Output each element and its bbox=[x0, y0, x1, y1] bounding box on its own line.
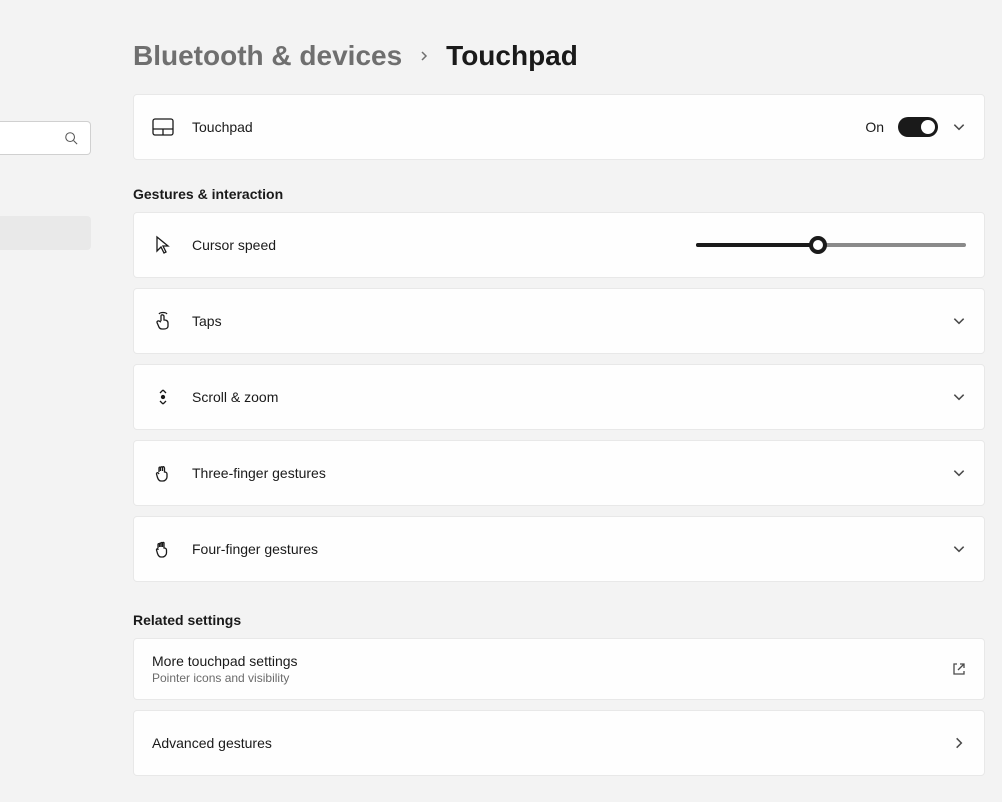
more-settings-title: More touchpad settings bbox=[152, 653, 952, 669]
taps-label: Taps bbox=[192, 313, 952, 329]
breadcrumb-parent[interactable]: Bluetooth & devices bbox=[133, 40, 402, 72]
page-title: Touchpad bbox=[446, 40, 578, 72]
chevron-right-icon bbox=[952, 736, 966, 750]
open-external-icon bbox=[952, 662, 966, 676]
scroll-zoom-label: Scroll & zoom bbox=[192, 389, 952, 405]
touchpad-icon bbox=[152, 116, 174, 138]
toggle-state-text: On bbox=[865, 119, 884, 135]
four-finger-row[interactable]: Four-finger gestures bbox=[133, 516, 985, 582]
touchpad-toggle-row[interactable]: Touchpad On bbox=[133, 94, 985, 160]
section-related-title: Related settings bbox=[133, 612, 985, 628]
three-finger-row[interactable]: Three-finger gestures bbox=[133, 440, 985, 506]
four-finger-icon bbox=[152, 538, 174, 560]
breadcrumb: Bluetooth & devices Touchpad bbox=[133, 40, 985, 72]
more-settings-subtitle: Pointer icons and visibility bbox=[152, 671, 952, 685]
main-content: Bluetooth & devices Touchpad Touchpad On… bbox=[133, 40, 985, 780]
chevron-right-icon bbox=[418, 50, 430, 62]
advanced-gestures-label: Advanced gestures bbox=[152, 735, 952, 751]
chevron-down-icon bbox=[952, 390, 966, 404]
cursor-speed-row: Cursor speed bbox=[133, 212, 985, 278]
scroll-icon bbox=[152, 386, 174, 408]
cursor-icon bbox=[152, 234, 174, 256]
tap-icon bbox=[152, 310, 174, 332]
touchpad-label: Touchpad bbox=[192, 119, 865, 135]
chevron-down-icon[interactable] bbox=[952, 120, 966, 134]
taps-row[interactable]: Taps bbox=[133, 288, 985, 354]
chevron-down-icon bbox=[952, 542, 966, 556]
search-input[interactable] bbox=[0, 121, 91, 155]
scroll-zoom-row[interactable]: Scroll & zoom bbox=[133, 364, 985, 430]
touchpad-toggle[interactable] bbox=[898, 117, 938, 137]
section-gestures-title: Gestures & interaction bbox=[133, 186, 985, 202]
four-finger-label: Four-finger gestures bbox=[192, 541, 952, 557]
advanced-gestures-row[interactable]: Advanced gestures bbox=[133, 710, 985, 776]
more-touchpad-settings-row[interactable]: More touchpad settings Pointer icons and… bbox=[133, 638, 985, 700]
chevron-down-icon bbox=[952, 314, 966, 328]
three-finger-icon bbox=[152, 462, 174, 484]
cursor-speed-label: Cursor speed bbox=[192, 237, 696, 253]
sidebar-item-selected[interactable] bbox=[0, 216, 91, 250]
chevron-down-icon bbox=[952, 466, 966, 480]
sidebar bbox=[0, 0, 92, 802]
cursor-speed-slider[interactable] bbox=[696, 235, 966, 255]
three-finger-label: Three-finger gestures bbox=[192, 465, 952, 481]
search-icon bbox=[64, 131, 78, 145]
